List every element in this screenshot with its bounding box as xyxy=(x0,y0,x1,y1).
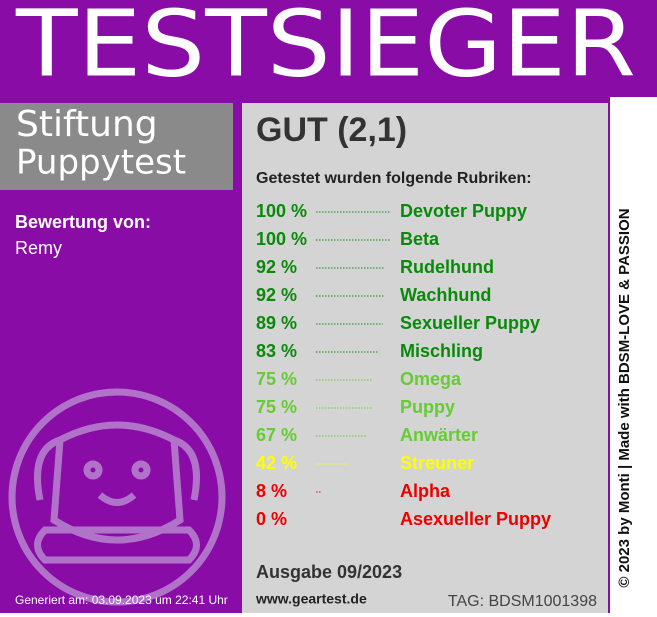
header-title: TESTSIEGER xyxy=(15,0,636,97)
dog-icon xyxy=(8,388,226,606)
row-name: Sexueller Puppy xyxy=(400,313,540,333)
row-name: Mischling xyxy=(400,341,483,361)
row-percent: 75 % xyxy=(256,397,297,417)
row-name: Puppy xyxy=(400,397,455,417)
intro: Getestet wurden folgende Rubriken: xyxy=(256,170,532,187)
row-percent: 0 % xyxy=(256,509,287,529)
row-percent: 89 % xyxy=(256,313,297,333)
row-name: Wachhund xyxy=(400,285,491,305)
row-percent: 42 % xyxy=(256,453,297,473)
header-band xyxy=(0,0,657,97)
issue: Ausgabe 09/2023 xyxy=(256,562,402,582)
rows: 100 % Devoter Puppy 100 % Beta 92 % Rudelhund… xyxy=(256,201,551,529)
reviewer-label: Bewertung von: xyxy=(15,212,151,232)
grade: GUT (2,1) xyxy=(256,111,407,149)
row-percent: 75 % xyxy=(256,369,297,389)
generated: Generiert am: 03.09.2023 um 22:41 Uhr xyxy=(15,593,228,607)
result-panel xyxy=(242,103,608,613)
tag: TAG: BDSM1001398 xyxy=(448,593,597,610)
reviewer-name: Remy xyxy=(15,238,62,258)
row-percent: 100 % xyxy=(256,229,307,249)
row-percent: 67 % xyxy=(256,425,297,445)
row-percent: 8 % xyxy=(256,481,287,501)
row-name: Omega xyxy=(400,369,462,389)
credit: © 2023 by Monti | Made with BDSM-LOVE & … xyxy=(616,208,633,587)
website: www.geartest.de xyxy=(255,591,367,607)
row-name: Alpha xyxy=(400,481,451,501)
row-name: Anwärter xyxy=(400,425,478,445)
row-name: Devoter Puppy xyxy=(400,201,527,221)
brand-line: Stiftung xyxy=(16,104,158,145)
row-name: Streuner xyxy=(400,453,474,473)
row-name: Rudelhund xyxy=(400,257,494,277)
row-percent: 100 % xyxy=(256,201,307,221)
row-name: Beta xyxy=(400,229,440,249)
row-percent: 92 % xyxy=(256,285,297,305)
row-percent: 83 % xyxy=(256,341,297,361)
row-percent: 92 % xyxy=(256,257,297,277)
row-name: Asexueller Puppy xyxy=(400,509,551,529)
brand-box xyxy=(0,103,233,190)
brand-line: Puppytest xyxy=(16,143,186,183)
